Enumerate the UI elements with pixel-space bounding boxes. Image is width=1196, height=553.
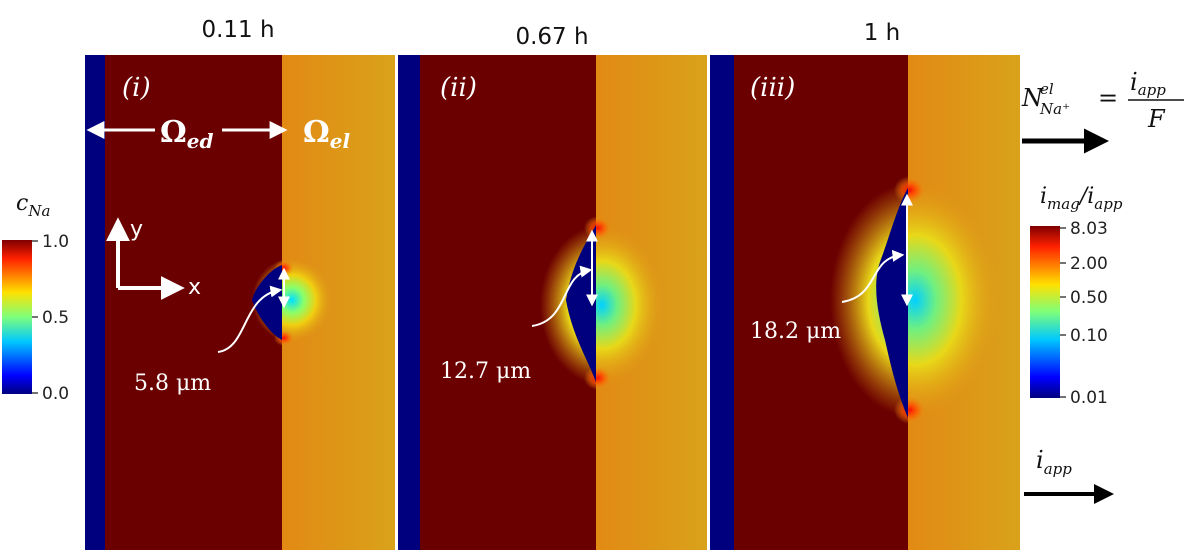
current-hotspot	[540, 225, 664, 385]
colorbar-tick: 0.50	[1070, 288, 1108, 308]
dendrite	[876, 188, 908, 418]
dendrite-leader	[217, 285, 283, 353]
dendrite-size-label: 18.2 μm	[750, 319, 841, 344]
tip-hotspot	[584, 216, 612, 240]
applied-current-annotation: iapp	[1024, 446, 1114, 504]
colorbar-tick: 8.03	[1070, 219, 1108, 239]
current-hotspot	[830, 182, 1000, 418]
colorbar-title: cNa	[16, 191, 50, 220]
colorbar-title: imag/iapp	[1040, 184, 1123, 213]
electrode-label: Ωed	[160, 115, 213, 153]
dendrite-size-label: 5.8 μm	[134, 371, 211, 396]
tip-hotspot	[894, 396, 926, 424]
tip-hotspot	[894, 176, 926, 204]
colorbar-gradient	[1030, 226, 1060, 398]
sodium-metal-strip	[85, 55, 107, 550]
sodium-metal-strip	[710, 55, 734, 550]
flux-equation-den: F	[1147, 105, 1166, 133]
current-label: iapp	[1036, 446, 1072, 478]
boundary-flux-annotation: N el Na⁺ = iapp F	[1021, 68, 1184, 154]
electrolyte-label: Ωel	[303, 115, 350, 153]
panel-1: (i) Ωed Ωel y x 5.8 μm	[85, 55, 395, 550]
colorbar-tick: 0.10	[1070, 326, 1108, 346]
x-axis-label: x	[188, 275, 201, 300]
panel-2-time: 0.67 h	[515, 24, 588, 50]
tip-hotspot	[584, 366, 612, 390]
current-magnitude-colorbar: imag/iapp 8.03 2.00 0.50 0.10 0.01	[1030, 184, 1123, 408]
y-axis-label: y	[130, 217, 143, 242]
colorbar-tick: 2.00	[1070, 254, 1108, 274]
dendrite-size-label: 12.7 μm	[440, 359, 531, 384]
colorbar-tick: 0.5	[42, 308, 69, 328]
panel-1-time: 0.11 h	[201, 17, 274, 43]
panel-3: (iii) 18.2 μm	[710, 55, 1020, 550]
dendrite	[252, 265, 282, 340]
flux-equation-sup: el	[1040, 80, 1054, 98]
flux-equation-sub: Na⁺	[1039, 100, 1070, 118]
panel-3-tag: (iii)	[750, 73, 795, 103]
flux-equation-lhs: N	[1021, 84, 1044, 112]
colorbar-tick: 0.01	[1070, 388, 1108, 408]
panel-2-tag: (ii)	[440, 73, 477, 103]
flux-equation-num: iapp	[1130, 68, 1166, 99]
dendrite-leader	[841, 249, 905, 303]
sodium-metal-strip	[398, 55, 420, 550]
panel-2: (ii) 12.7 μm	[398, 55, 707, 550]
colorbar-tick: 1.0	[42, 232, 69, 252]
panel-1-tag: (i)	[122, 73, 151, 103]
colorbar-gradient	[2, 240, 32, 394]
flux-equation-eq: =	[1098, 84, 1118, 112]
colorbar-tick: 0.0	[42, 384, 69, 404]
concentration-colorbar: cNa 1.0 0.5 0.0	[2, 191, 69, 404]
dendrite-leader	[531, 265, 593, 327]
panel-3-time: 1 h	[864, 20, 901, 46]
